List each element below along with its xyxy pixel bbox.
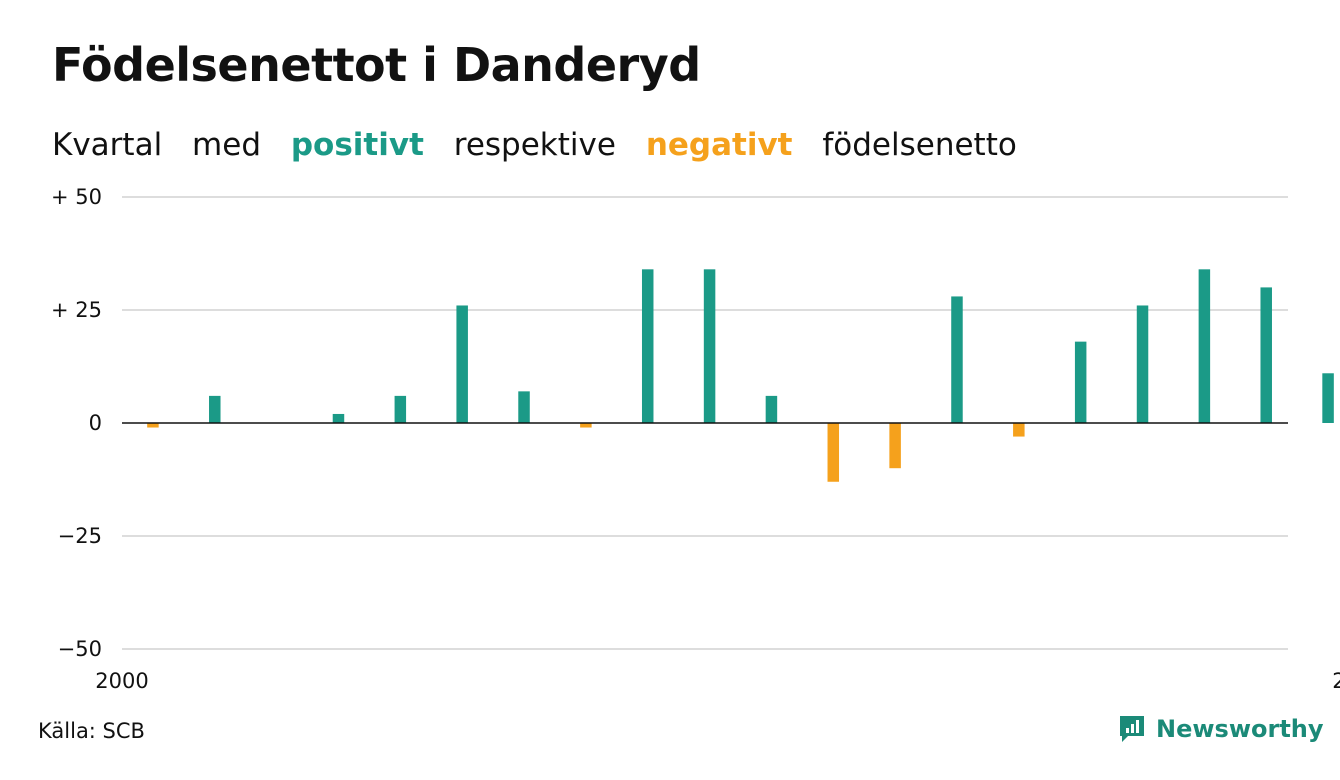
x-tick-label: 2000 bbox=[95, 669, 148, 693]
bar bbox=[951, 296, 963, 423]
y-tick-label: + 25 bbox=[51, 298, 102, 322]
subtitle-negative-label: negativt bbox=[645, 127, 793, 163]
y-tick-label: −25 bbox=[58, 524, 102, 548]
bar bbox=[889, 423, 901, 469]
bar bbox=[641, 269, 654, 423]
grid-lines bbox=[122, 196, 1288, 650]
bar bbox=[147, 423, 159, 428]
subtitle-word-kvartal: Kvartal bbox=[52, 127, 163, 163]
source-note: Källa: SCB bbox=[38, 719, 145, 743]
bar bbox=[827, 423, 840, 482]
bar bbox=[394, 395, 407, 423]
x-tick-label: 2005 bbox=[1332, 669, 1340, 693]
bar bbox=[765, 395, 778, 423]
bar bbox=[580, 423, 592, 428]
bar bbox=[1074, 341, 1087, 423]
subtitle-word-fodelsenetto: födelsenetto bbox=[822, 127, 1017, 163]
bar bbox=[1260, 287, 1272, 423]
chart-title: Födelsenettot i Danderyd bbox=[52, 38, 701, 92]
bar bbox=[1136, 305, 1149, 423]
bar bbox=[1322, 373, 1334, 423]
y-tick-label: + 50 bbox=[51, 185, 102, 209]
bar bbox=[456, 305, 468, 423]
bar bbox=[1198, 269, 1211, 423]
subtitle-positive-label: positivt bbox=[290, 127, 424, 163]
brand-name: Newsworthy bbox=[1156, 715, 1324, 743]
chart-subtitle: Kvartal med positivt respektive negativt… bbox=[52, 127, 1037, 163]
bar bbox=[703, 269, 716, 423]
axes: + 50+ 250−25−5020002005201020152020 bbox=[51, 185, 1340, 693]
bar bbox=[209, 395, 221, 423]
bar bbox=[518, 391, 530, 423]
subtitle-word-respektive: respektive bbox=[453, 127, 616, 163]
bar bbox=[332, 413, 345, 423]
bars bbox=[147, 269, 1334, 482]
y-tick-label: −50 bbox=[58, 637, 102, 661]
bar bbox=[1013, 423, 1025, 437]
y-tick-label: 0 bbox=[89, 411, 102, 435]
newsworthy-logo-icon bbox=[1120, 716, 1144, 742]
subtitle-word-med: med bbox=[192, 127, 261, 163]
brand-logo: Newsworthy bbox=[1118, 714, 1324, 744]
